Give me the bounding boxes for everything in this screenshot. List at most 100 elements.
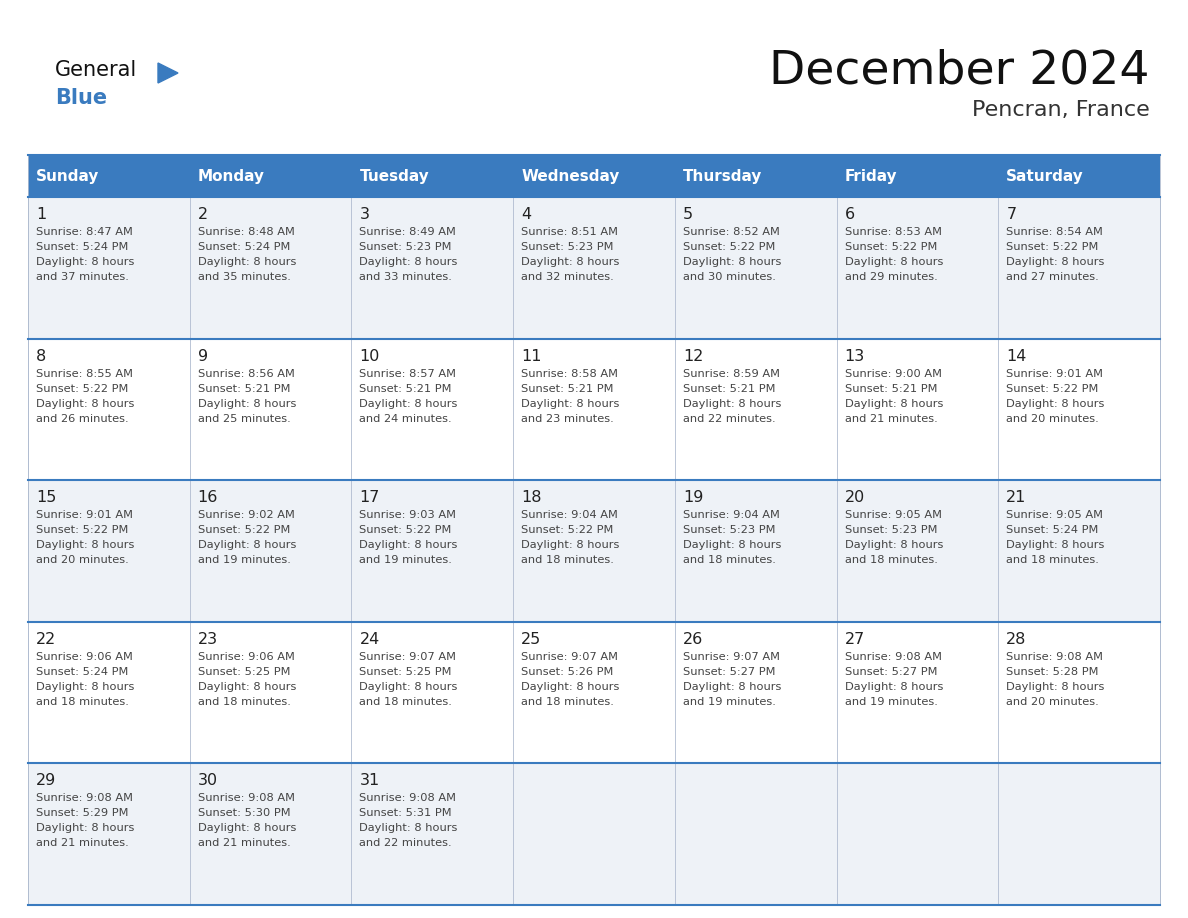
Text: Sunrise: 9:08 AM: Sunrise: 9:08 AM bbox=[360, 793, 456, 803]
Text: December 2024: December 2024 bbox=[770, 48, 1150, 93]
Text: Sunrise: 9:08 AM: Sunrise: 9:08 AM bbox=[1006, 652, 1104, 662]
Bar bbox=[29, 621, 1159, 764]
Text: and 18 minutes.: and 18 minutes. bbox=[522, 697, 614, 707]
Text: 5: 5 bbox=[683, 207, 693, 222]
Text: 31: 31 bbox=[360, 773, 380, 789]
Text: Daylight: 8 hours: Daylight: 8 hours bbox=[36, 257, 134, 267]
Text: Blue: Blue bbox=[55, 88, 107, 108]
Text: and 37 minutes.: and 37 minutes. bbox=[36, 272, 128, 282]
Text: Sunrise: 9:08 AM: Sunrise: 9:08 AM bbox=[845, 652, 942, 662]
Text: 19: 19 bbox=[683, 490, 703, 505]
Text: 10: 10 bbox=[360, 349, 380, 364]
Text: 6: 6 bbox=[845, 207, 854, 222]
Bar bbox=[29, 339, 1159, 480]
Text: and 22 minutes.: and 22 minutes. bbox=[683, 414, 776, 423]
Text: 15: 15 bbox=[36, 490, 56, 505]
Text: Friday: Friday bbox=[845, 169, 897, 184]
Text: Sunrise: 9:08 AM: Sunrise: 9:08 AM bbox=[197, 793, 295, 803]
Text: 8: 8 bbox=[36, 349, 46, 364]
Text: Sunrise: 9:04 AM: Sunrise: 9:04 AM bbox=[683, 510, 779, 521]
Text: 27: 27 bbox=[845, 632, 865, 647]
Text: Sunset: 5:24 PM: Sunset: 5:24 PM bbox=[36, 666, 128, 677]
Text: and 18 minutes.: and 18 minutes. bbox=[1006, 555, 1099, 565]
Text: Sunset: 5:22 PM: Sunset: 5:22 PM bbox=[522, 525, 613, 535]
Text: Daylight: 8 hours: Daylight: 8 hours bbox=[845, 540, 943, 550]
Text: Sunset: 5:23 PM: Sunset: 5:23 PM bbox=[360, 242, 451, 252]
Text: 21: 21 bbox=[1006, 490, 1026, 505]
Text: and 20 minutes.: and 20 minutes. bbox=[36, 555, 128, 565]
Text: Monday: Monday bbox=[197, 169, 265, 184]
Text: Sunset: 5:22 PM: Sunset: 5:22 PM bbox=[197, 525, 290, 535]
Text: Sunrise: 8:49 AM: Sunrise: 8:49 AM bbox=[360, 227, 456, 237]
Text: and 19 minutes.: and 19 minutes. bbox=[845, 697, 937, 707]
Text: and 19 minutes.: and 19 minutes. bbox=[197, 555, 291, 565]
Text: Daylight: 8 hours: Daylight: 8 hours bbox=[360, 257, 457, 267]
Bar bbox=[29, 197, 1159, 339]
Text: 20: 20 bbox=[845, 490, 865, 505]
Text: Sunrise: 9:04 AM: Sunrise: 9:04 AM bbox=[522, 510, 618, 521]
Text: Daylight: 8 hours: Daylight: 8 hours bbox=[197, 398, 296, 409]
Text: #111111: #111111 bbox=[55, 59, 62, 60]
Text: 22: 22 bbox=[36, 632, 56, 647]
Text: and 25 minutes.: and 25 minutes. bbox=[197, 414, 290, 423]
Text: 23: 23 bbox=[197, 632, 217, 647]
Text: Daylight: 8 hours: Daylight: 8 hours bbox=[36, 540, 134, 550]
Text: Sunset: 5:31 PM: Sunset: 5:31 PM bbox=[360, 809, 453, 819]
Text: 17: 17 bbox=[360, 490, 380, 505]
Text: and 35 minutes.: and 35 minutes. bbox=[197, 272, 291, 282]
Text: Thursday: Thursday bbox=[683, 169, 763, 184]
Text: and 21 minutes.: and 21 minutes. bbox=[36, 838, 128, 848]
Text: Sunset: 5:24 PM: Sunset: 5:24 PM bbox=[1006, 525, 1099, 535]
Text: and 18 minutes.: and 18 minutes. bbox=[36, 697, 128, 707]
Text: Sunset: 5:21 PM: Sunset: 5:21 PM bbox=[197, 384, 290, 394]
Text: Sunset: 5:22 PM: Sunset: 5:22 PM bbox=[1006, 242, 1099, 252]
Text: Sunrise: 9:01 AM: Sunrise: 9:01 AM bbox=[36, 510, 133, 521]
Text: Sunday: Sunday bbox=[36, 169, 100, 184]
Text: Sunrise: 9:00 AM: Sunrise: 9:00 AM bbox=[845, 369, 942, 378]
Text: Sunrise: 8:48 AM: Sunrise: 8:48 AM bbox=[197, 227, 295, 237]
Text: Daylight: 8 hours: Daylight: 8 hours bbox=[683, 257, 782, 267]
Text: Pencran, France: Pencran, France bbox=[972, 100, 1150, 120]
Bar bbox=[29, 480, 1159, 621]
Text: Daylight: 8 hours: Daylight: 8 hours bbox=[1006, 682, 1105, 692]
Text: Sunrise: 8:59 AM: Sunrise: 8:59 AM bbox=[683, 369, 779, 378]
Bar bbox=[29, 764, 1159, 905]
Text: Daylight: 8 hours: Daylight: 8 hours bbox=[522, 682, 619, 692]
Text: 30: 30 bbox=[197, 773, 217, 789]
Text: Daylight: 8 hours: Daylight: 8 hours bbox=[683, 398, 782, 409]
Text: and 27 minutes.: and 27 minutes. bbox=[1006, 272, 1099, 282]
Text: and 21 minutes.: and 21 minutes. bbox=[197, 838, 290, 848]
Text: Daylight: 8 hours: Daylight: 8 hours bbox=[522, 398, 619, 409]
Text: Daylight: 8 hours: Daylight: 8 hours bbox=[360, 398, 457, 409]
Text: and 18 minutes.: and 18 minutes. bbox=[360, 697, 453, 707]
Polygon shape bbox=[158, 63, 178, 83]
Text: 13: 13 bbox=[845, 349, 865, 364]
Text: Sunrise: 9:03 AM: Sunrise: 9:03 AM bbox=[360, 510, 456, 521]
Text: Sunset: 5:27 PM: Sunset: 5:27 PM bbox=[683, 666, 776, 677]
Text: Daylight: 8 hours: Daylight: 8 hours bbox=[845, 682, 943, 692]
Text: and 30 minutes.: and 30 minutes. bbox=[683, 272, 776, 282]
Text: 28: 28 bbox=[1006, 632, 1026, 647]
Text: Daylight: 8 hours: Daylight: 8 hours bbox=[522, 257, 619, 267]
Text: Sunset: 5:22 PM: Sunset: 5:22 PM bbox=[360, 525, 451, 535]
Text: Sunrise: 8:52 AM: Sunrise: 8:52 AM bbox=[683, 227, 779, 237]
Text: Sunrise: 8:57 AM: Sunrise: 8:57 AM bbox=[360, 369, 456, 378]
Text: 12: 12 bbox=[683, 349, 703, 364]
Text: Daylight: 8 hours: Daylight: 8 hours bbox=[683, 682, 782, 692]
Text: and 22 minutes.: and 22 minutes. bbox=[360, 838, 453, 848]
Text: Sunset: 5:22 PM: Sunset: 5:22 PM bbox=[36, 384, 128, 394]
Text: Sunset: 5:21 PM: Sunset: 5:21 PM bbox=[522, 384, 614, 394]
Text: and 18 minutes.: and 18 minutes. bbox=[522, 555, 614, 565]
Text: and 20 minutes.: and 20 minutes. bbox=[1006, 697, 1099, 707]
Text: Daylight: 8 hours: Daylight: 8 hours bbox=[1006, 257, 1105, 267]
Text: and 18 minutes.: and 18 minutes. bbox=[197, 697, 291, 707]
Text: Sunset: 5:24 PM: Sunset: 5:24 PM bbox=[197, 242, 290, 252]
Text: Daylight: 8 hours: Daylight: 8 hours bbox=[36, 823, 134, 834]
Text: 14: 14 bbox=[1006, 349, 1026, 364]
Text: Tuesday: Tuesday bbox=[360, 169, 429, 184]
Text: Sunset: 5:26 PM: Sunset: 5:26 PM bbox=[522, 666, 613, 677]
Text: Sunrise: 9:06 AM: Sunrise: 9:06 AM bbox=[36, 652, 133, 662]
Text: Sunset: 5:21 PM: Sunset: 5:21 PM bbox=[845, 384, 937, 394]
Bar bbox=[29, 155, 1159, 197]
Text: and 19 minutes.: and 19 minutes. bbox=[360, 555, 453, 565]
